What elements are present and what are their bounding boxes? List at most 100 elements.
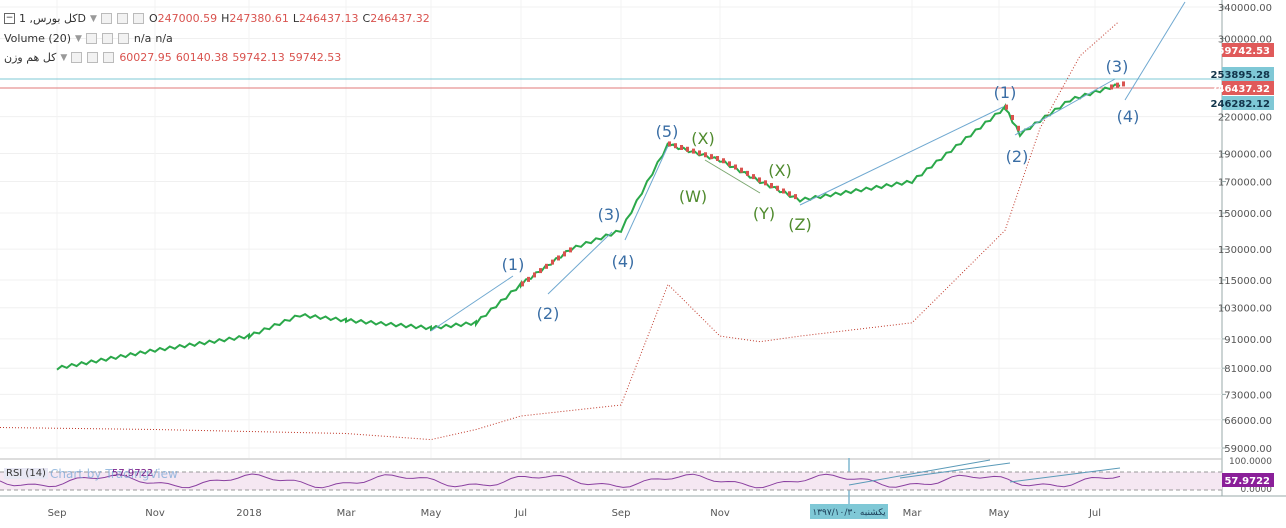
overlay-legend: کل هم وزن ▼ 60027.95 60140.38 59742.13 5… [4, 51, 341, 64]
red-candle [1110, 84, 1113, 90]
rsi-line [0, 473, 1121, 489]
rsi-trend-line [1009, 467, 1121, 483]
rsi-label: RSI (14) [4, 468, 48, 479]
red-candle [734, 164, 737, 170]
rsi-band [0, 472, 1222, 490]
red-candle [770, 183, 773, 189]
x-tick-label: 2018 [236, 508, 261, 519]
rsi-value: 57.9722 [112, 468, 154, 479]
y-tick-label: 115000.00 [1218, 276, 1272, 287]
y-tick-label: 91000.00 [1224, 335, 1272, 346]
collapse-icon[interactable]: − [4, 13, 15, 24]
overlay-value-2: 60140.38 [175, 51, 229, 64]
visibility-icon[interactable] [71, 52, 83, 63]
wave-label: (W) [679, 187, 707, 206]
cursor-date-bg [810, 504, 888, 519]
red-candle [686, 146, 689, 152]
y-tick-label: 59000.00 [1224, 444, 1272, 455]
wave-label: (X) [768, 161, 791, 180]
trend-line [547, 231, 613, 295]
y-tick-label: 220000.00 [1218, 113, 1272, 124]
red-candle [692, 148, 695, 154]
symbol-legend: − کل بورس, 1D ▼ O247000.59 H247380.61 L2… [4, 12, 430, 25]
wave-label: (3) [598, 205, 621, 224]
red-candle [557, 255, 560, 261]
red-candle [551, 259, 554, 265]
overlay-value-3: 59742.13 [232, 51, 285, 64]
close-icon[interactable] [103, 52, 115, 63]
trend-line [624, 145, 669, 241]
correction-line [704, 159, 761, 194]
settings-icon[interactable] [116, 13, 128, 24]
red-candle [704, 152, 707, 158]
rsi-trend-line [848, 459, 991, 486]
red-candle [569, 247, 572, 253]
chevron-down-icon[interactable]: ▼ [60, 52, 68, 63]
red-candle [668, 141, 671, 147]
y-tick-label: 81000.00 [1224, 364, 1272, 375]
red-candle [788, 191, 791, 197]
price-tag-bg [1222, 81, 1274, 95]
settings-icon[interactable] [87, 52, 99, 63]
red-candle [722, 158, 725, 164]
y-tick-label: 340000.00 [1218, 3, 1272, 14]
y-tick-label: 130000.00 [1218, 245, 1272, 256]
red-candle [746, 170, 749, 176]
price-tag: 246437.32 [1211, 84, 1271, 95]
series-equal-weight [0, 21, 1119, 441]
wave-label: (3) [1106, 57, 1129, 76]
chevron-down-icon[interactable]: ▼ [75, 33, 82, 44]
red-candle [716, 155, 719, 161]
close-icon[interactable] [117, 33, 129, 44]
red-candle [728, 161, 731, 167]
x-tick-label: Sep [48, 508, 67, 519]
visibility-icon[interactable] [85, 33, 97, 44]
symbol-name: کل بورس, 1D [19, 12, 87, 25]
x-tick-label: Nov [145, 508, 165, 519]
wave-label: (X) [691, 129, 714, 148]
trend-line [1014, 78, 1116, 136]
rsi-trend-line [899, 462, 1011, 479]
red-candle [764, 180, 767, 186]
wave-label: (5) [656, 122, 679, 141]
chevron-down-icon[interactable]: ▼ [90, 13, 97, 24]
red-candle [527, 276, 530, 282]
settings-icon[interactable] [101, 33, 113, 44]
red-candle [1122, 81, 1125, 87]
price-tag-bg [1222, 473, 1274, 487]
rsi-tick-label: 100.0000 [1229, 457, 1272, 467]
visibility-icon[interactable] [100, 13, 112, 24]
trend-line [799, 106, 1004, 206]
wave-label: (1) [502, 255, 525, 274]
red-candle [545, 263, 548, 269]
red-candle [533, 272, 536, 278]
y-tick-label: 73000.00 [1224, 390, 1272, 401]
red-candle [521, 281, 524, 287]
wave-label: (4) [1117, 107, 1140, 126]
close-icon[interactable] [132, 13, 144, 24]
ohlc-open: O247000.59 [148, 12, 218, 25]
wave-label: (4) [612, 252, 635, 271]
y-tick-label: 66000.00 [1224, 416, 1272, 427]
trend-line [430, 275, 514, 332]
wave-label: (2) [537, 304, 560, 323]
y-tick-label: 300000.00 [1218, 35, 1272, 46]
red-candle [1017, 125, 1020, 131]
red-candle [1116, 82, 1119, 88]
overlay-value-1: 60027.95 [119, 51, 172, 64]
red-candle [563, 251, 566, 257]
wave-label: (Y) [753, 204, 775, 223]
x-tick-label: May [989, 508, 1010, 519]
x-tick-label: Mar [337, 508, 357, 519]
price-tag-bg [1222, 96, 1274, 110]
red-candle [539, 268, 542, 274]
x-tick-label: Jul [1088, 508, 1101, 519]
price-tag: 59742.53 [1217, 46, 1270, 57]
red-candle [758, 177, 761, 183]
wave-label: (Z) [788, 215, 811, 234]
red-candle [740, 167, 743, 173]
red-candle [752, 174, 755, 180]
y-tick-label: 190000.00 [1218, 150, 1272, 161]
